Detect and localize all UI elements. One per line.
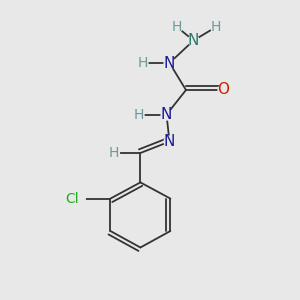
Text: N: N [164, 134, 175, 149]
Text: N: N [164, 56, 175, 70]
Circle shape [164, 136, 175, 147]
Text: H: H [211, 20, 221, 34]
Circle shape [188, 35, 199, 46]
Text: H: H [172, 20, 182, 34]
Text: Cl: Cl [65, 192, 79, 206]
Circle shape [109, 148, 119, 158]
Circle shape [164, 58, 175, 68]
Circle shape [218, 85, 229, 95]
Text: N: N [161, 107, 172, 122]
Circle shape [161, 109, 172, 120]
Text: H: H [137, 56, 148, 70]
Circle shape [137, 58, 148, 68]
Circle shape [172, 22, 182, 32]
Text: O: O [218, 82, 230, 98]
Text: H: H [109, 146, 119, 160]
Text: N: N [188, 33, 199, 48]
Circle shape [133, 109, 144, 120]
Text: H: H [134, 108, 144, 122]
Circle shape [59, 185, 85, 212]
Circle shape [211, 22, 221, 32]
